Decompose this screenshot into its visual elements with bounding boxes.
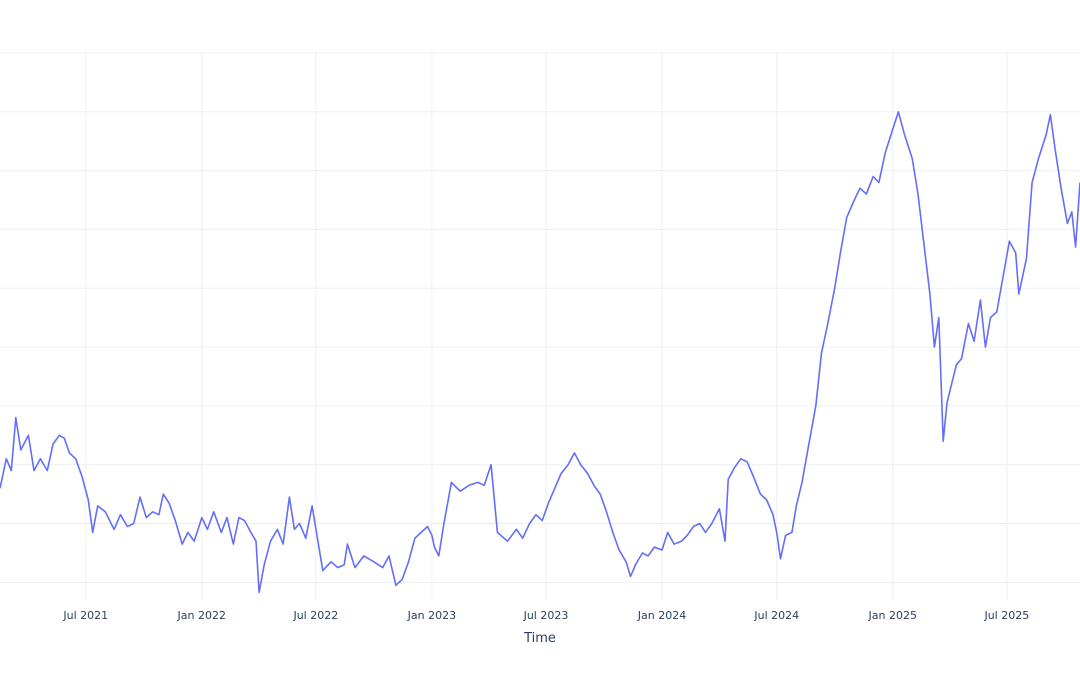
- x-axis-title: Time: [523, 631, 556, 646]
- x-tick-labels: Jul 2021 Jan 2022 Jul 2022 Jan 2023 Jul 2023…: [62, 609, 1029, 622]
- x-tick-label: Jan 2024: [637, 609, 686, 622]
- series-group: [0, 111, 1080, 594]
- x-tick-label: Jul 2021: [62, 609, 108, 622]
- x-tick-label: Jul 2022: [292, 609, 338, 622]
- x-gridlines: [85, 50, 1008, 600]
- series-line: [0, 111, 1080, 594]
- x-tick-label: Jan 2023: [407, 609, 456, 622]
- x-tick-label: Jul 2023: [523, 609, 569, 622]
- x-tick-label: Jan 2025: [868, 609, 917, 622]
- x-tick-label: Jul 2025: [983, 609, 1029, 622]
- x-tick-label: Jan 2022: [177, 609, 226, 622]
- x-tick-label: Jul 2024: [753, 609, 799, 622]
- y-gridlines: [0, 52, 1080, 583]
